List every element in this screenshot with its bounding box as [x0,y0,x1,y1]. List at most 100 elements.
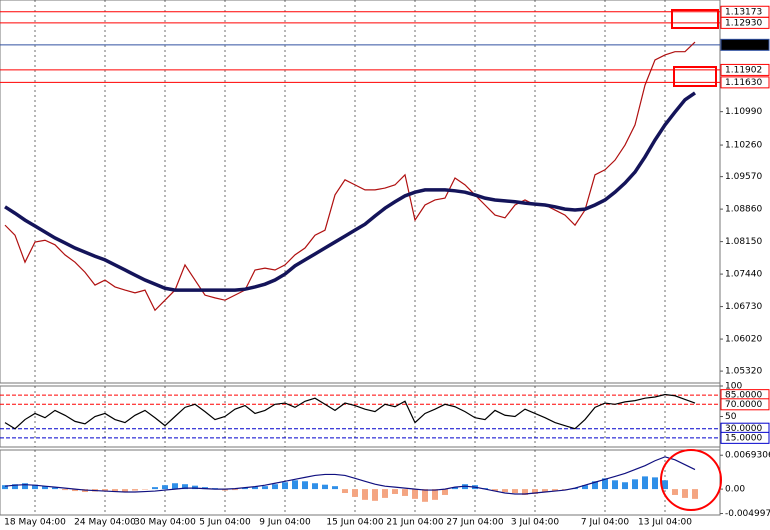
histogram-bar [322,484,328,490]
histogram-bar [232,489,238,491]
series-line [4,393,696,430]
histogram-bar [252,486,258,490]
series-line [4,456,696,495]
x-tick-label: 30 May 04:00 [134,518,196,528]
histogram-bar [522,489,528,495]
level-label-box [720,16,770,29]
histogram-bar [422,489,428,502]
x-tick-label: 5 Jun 04:00 [199,518,251,528]
y-tick-label: 1.05320 [725,367,762,377]
histogram-bar [552,489,558,492]
level-label: 1.11630 [725,78,762,88]
histogram-bar [392,489,398,494]
level-label-box [720,38,770,51]
histogram-bar [242,487,248,490]
highlight-circle [660,449,722,511]
histogram-bar [32,484,38,490]
histogram-bar [52,487,58,490]
y-tick-label: 100 [725,382,742,392]
histogram-bar [162,485,168,490]
series-line [4,41,696,312]
histogram-bar [682,489,688,498]
histogram-bar [652,477,658,490]
histogram-bar [672,489,678,495]
y-tick-label: 50 [725,412,737,422]
y-tick-label: 1.08860 [725,205,762,215]
histogram-bar [382,489,388,498]
y-tick-label: -0.004997 [725,509,770,519]
histogram-bar [302,481,308,490]
x-tick-label: 3 Jul 04:00 [511,518,560,528]
highlight-box [671,9,719,29]
histogram-bar [622,482,628,490]
histogram-bar [122,489,128,492]
x-tick-label: 27 Jun 04:00 [446,518,503,528]
y-tick-label: 0.0069306 [725,451,770,461]
histogram-bar [412,489,418,499]
histogram-bar [512,489,518,494]
histogram-bar [282,482,288,490]
histogram-bar [452,487,458,490]
histogram-bar [42,486,48,490]
histogram-bar [362,489,368,500]
histogram-bar [662,480,668,490]
histogram-bar [222,489,228,491]
y-tick-label: 1.06020 [725,335,762,345]
histogram-bar [272,484,278,490]
y-tick-label: 1.08150 [725,237,762,247]
level-label: 1.11902 [725,65,762,75]
histogram-bar [262,486,268,490]
level-label: 1.12930 [725,18,762,28]
level-label: 1.13173 [725,7,762,17]
x-tick-label: 13 Jul 04:00 [638,518,692,528]
level-label: 70.0000 [725,400,762,410]
y-tick-label: 0.00 [725,485,745,495]
histogram-bar [342,489,348,494]
histogram-bar [132,489,138,491]
level-label-box [720,63,770,76]
series-line [4,91,696,292]
histogram-bar [612,480,618,490]
histogram-bar [432,489,438,500]
x-tick-label: 9 Jun 04:00 [259,518,311,528]
histogram-bar [112,489,118,493]
histogram-bar [592,481,598,490]
oscillator-panel [0,385,721,448]
y-tick-label: 1.09570 [725,172,762,182]
histogram-bar [292,480,298,490]
histogram-bar [602,478,608,490]
x-tick-label: 24 May 04:00 [74,518,136,528]
macd-panel [0,449,721,516]
histogram-bar [692,489,698,499]
level-label: 1.12450 [725,40,762,50]
y-tick-label: 1.10990 [725,107,762,117]
histogram-bar [372,489,378,501]
x-tick-label: 21 Jun 04:00 [386,518,443,528]
level-label-box [720,431,770,444]
x-tick-label: 15 Jun 04:00 [326,518,383,528]
y-tick-label: 1.06730 [725,302,762,312]
level-label: 30.0000 [725,424,762,434]
histogram-bar [332,486,338,490]
histogram-bar [192,485,198,490]
histogram-bar [12,484,18,490]
main-panel [0,0,721,384]
y-tick-label: 1.10260 [725,141,762,151]
histogram-bar [442,489,448,495]
histogram-bar [492,489,498,492]
histogram-bar [532,489,538,494]
histogram-bar [402,489,408,496]
histogram-bar [152,487,158,490]
level-label-box [720,76,770,89]
histogram-bar [2,485,8,490]
x-tick-label: 7 Jul 04:00 [581,518,630,528]
histogram-bar [352,489,358,497]
histogram-bar [172,483,178,490]
histogram-bar [502,489,508,493]
histogram-bar [182,484,188,490]
histogram-bar [632,479,638,490]
level-label: 15.0000 [725,433,762,443]
histogram-bar [312,483,318,490]
